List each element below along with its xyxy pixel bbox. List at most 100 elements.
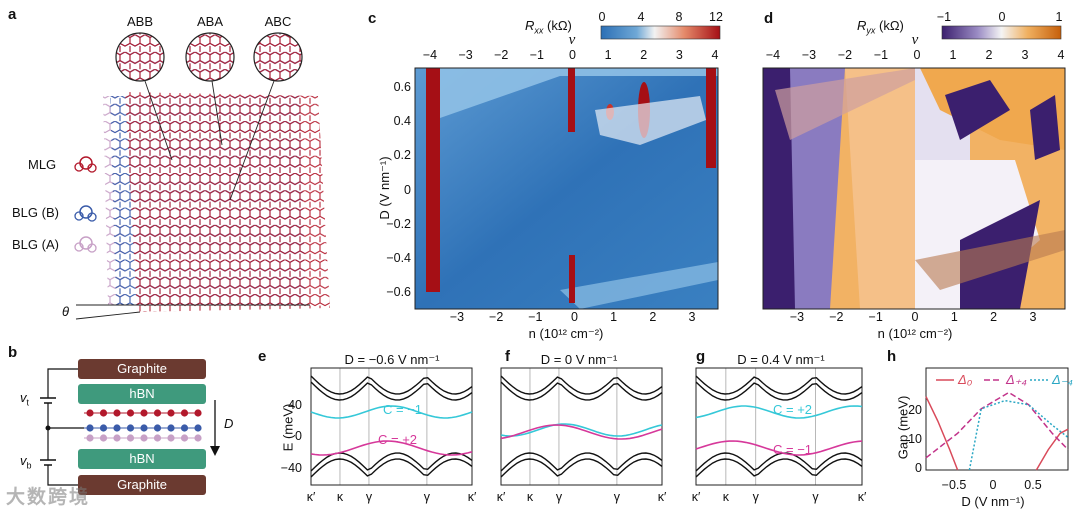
panel-e-label: e bbox=[258, 348, 267, 365]
k-tick-f-1: κ bbox=[526, 490, 534, 504]
atom-dot bbox=[140, 409, 148, 417]
c-top-tick-2: −2 bbox=[494, 48, 509, 62]
k-tick-e-4: κ′ bbox=[467, 490, 477, 504]
d-bottom-tick-3: 0 bbox=[911, 310, 919, 324]
d-bottom-tick-0: −3 bbox=[789, 310, 805, 324]
d-top-tick-3: −1 bbox=[873, 48, 889, 62]
atom-dot bbox=[99, 434, 108, 442]
gap-delta-plus4 bbox=[925, 391, 1069, 459]
remote-band-upper bbox=[500, 375, 663, 395]
atom-dot bbox=[140, 434, 148, 442]
atom-dot bbox=[180, 424, 189, 432]
atom-dot bbox=[140, 424, 148, 432]
g-title: D = 0.4 V nm⁻¹ bbox=[737, 352, 825, 367]
cbar-c-tick-12: 12 bbox=[709, 10, 723, 24]
band-panel-g bbox=[695, 367, 863, 486]
cbar-c-tick-4: 4 bbox=[637, 10, 645, 24]
atom-dot bbox=[194, 424, 202, 432]
k-tick-f-4: κ′ bbox=[657, 490, 667, 504]
panel-b-label: b bbox=[8, 344, 18, 361]
layer-graphite-top: Graphite bbox=[78, 359, 206, 379]
bottom-gate-voltage-label: vb bbox=[20, 453, 32, 471]
h-ytick-0: 0 bbox=[915, 461, 922, 475]
k-tick-e-2: γ bbox=[365, 490, 373, 504]
h-xtick-neg05: −0.5 bbox=[941, 478, 967, 492]
d-top-tick-6: 2 bbox=[985, 48, 993, 62]
k-tick-f-0: κ′ bbox=[496, 490, 506, 504]
atom-dot bbox=[99, 409, 108, 417]
flat-band-conduction bbox=[695, 405, 863, 419]
gap-delta-minus4 bbox=[968, 399, 1069, 471]
mlg-legend-icon bbox=[74, 156, 97, 173]
band-panel-f bbox=[500, 367, 663, 486]
colorbar-c-label: Rxx (kΩ) bbox=[525, 18, 572, 36]
atom-dot bbox=[126, 409, 135, 417]
band-frame bbox=[695, 367, 863, 486]
band-frame bbox=[310, 367, 473, 486]
flat-band-conduction bbox=[310, 405, 473, 419]
gap-delta0-left bbox=[925, 396, 959, 471]
cbar-d-tick-neg1: −1 bbox=[936, 10, 952, 24]
h-ytick-20: 20 bbox=[908, 403, 922, 417]
g-chern-top: C = +2 bbox=[773, 402, 813, 417]
layer-hbn-bottom: hBN bbox=[78, 449, 206, 469]
c-bottom-tick-2: −1 bbox=[528, 310, 543, 324]
atom-dot bbox=[167, 434, 175, 442]
atom-dot bbox=[86, 409, 94, 417]
e-ytick-40: 40 bbox=[288, 398, 302, 412]
watermark: 大数跨境 bbox=[6, 487, 91, 508]
k-tick-e-1: κ bbox=[336, 490, 344, 504]
c-y-tick-6: −0.6 bbox=[386, 285, 411, 300]
e-ytick-0: 0 bbox=[295, 429, 302, 443]
c-bottom-tick-4: 1 bbox=[610, 310, 618, 324]
atom-dot bbox=[126, 434, 135, 442]
layer-hbn-top: hBN bbox=[78, 384, 206, 404]
e-title: D = −0.6 V nm⁻¹ bbox=[344, 352, 440, 367]
atom-dot bbox=[153, 424, 162, 432]
atom-dot bbox=[180, 409, 189, 417]
f-title: D = 0 V nm⁻¹ bbox=[540, 352, 618, 367]
blg-b-legend-icon bbox=[74, 205, 97, 222]
c-top-tick-5: 1 bbox=[604, 48, 612, 62]
c-top-tick-8: 4 bbox=[711, 48, 719, 62]
panel-f-label: f bbox=[505, 348, 510, 365]
atom-dot bbox=[180, 434, 189, 442]
panel-g-label: g bbox=[696, 348, 706, 365]
k-tick-g-0: κ′ bbox=[691, 490, 701, 504]
layer-graphite-bottom: Graphite bbox=[78, 475, 206, 495]
h-legend-d0: Δ₀ bbox=[958, 372, 973, 387]
remote-band-upper bbox=[310, 381, 473, 401]
flat-band-valence bbox=[500, 424, 663, 440]
atom-dot bbox=[99, 424, 108, 432]
nu-axis-label-c: ν bbox=[568, 32, 576, 48]
atom-dot bbox=[167, 409, 175, 417]
atom-dot bbox=[194, 409, 202, 417]
remote-band-lower bbox=[695, 452, 863, 472]
atom-dot bbox=[86, 434, 94, 442]
h-legend-dp4: Δ₊₄ bbox=[1006, 372, 1027, 387]
panel-d-label: d bbox=[764, 10, 774, 27]
flat-band-valence bbox=[310, 440, 473, 456]
atom-dot bbox=[113, 434, 121, 442]
remote-band-lower bbox=[695, 458, 863, 478]
c-bottom-tick-1: −2 bbox=[489, 310, 504, 324]
panel-a-label: a bbox=[8, 6, 17, 23]
legend-mlg: MLG bbox=[28, 157, 57, 172]
stacking-label-abb: ABB bbox=[126, 14, 154, 29]
c-y-tick-0: 0.6 bbox=[393, 80, 411, 94]
panel-h-label: h bbox=[887, 348, 897, 365]
d-top-tick-2: −2 bbox=[837, 48, 853, 62]
h-ytick-10: 10 bbox=[908, 432, 922, 446]
d-xlabel: n (10¹² cm⁻²) bbox=[877, 326, 953, 341]
remote-band-lower bbox=[310, 458, 473, 478]
atom-dot bbox=[194, 434, 202, 442]
displacement-field-label: D bbox=[224, 416, 234, 431]
legend-blg-b: BLG (B) bbox=[12, 205, 59, 220]
stacking-label-abc: ABC bbox=[264, 14, 292, 29]
k-tick-e-3: γ bbox=[423, 490, 431, 504]
